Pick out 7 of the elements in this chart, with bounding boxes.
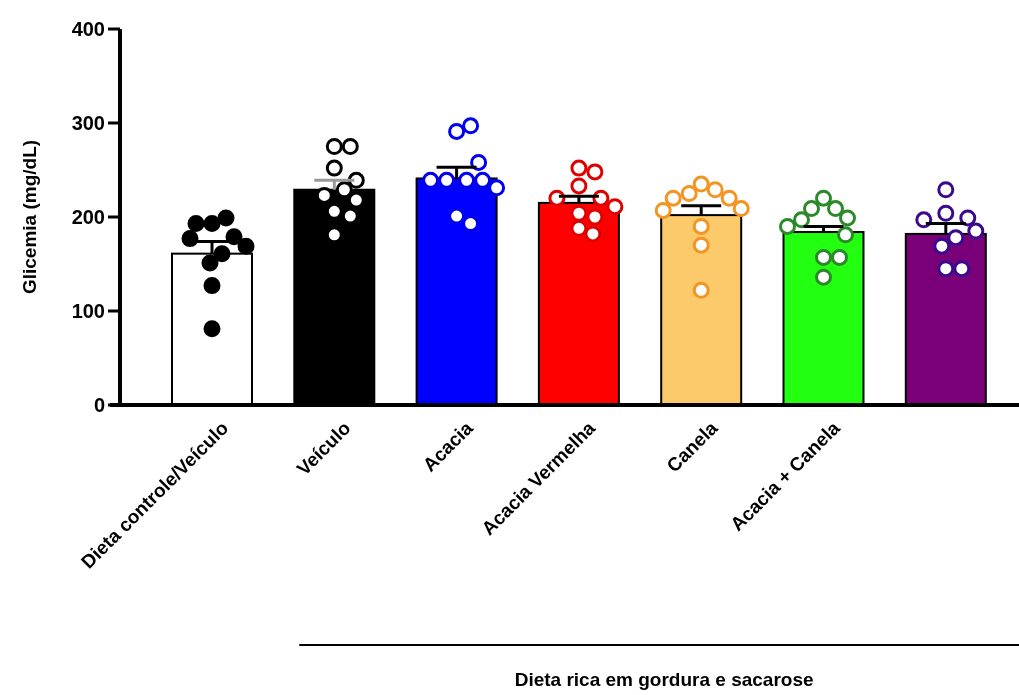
y-tick-label: 200 [71, 206, 105, 228]
y-tick-label: 400 [71, 18, 105, 40]
y-tick-label: 0 [93, 394, 105, 416]
y-tick-label: 100 [71, 300, 105, 322]
text: Dieta rica em gordura e sacarose [514, 669, 814, 690]
y-tick-label: 300 [71, 112, 105, 134]
y-axis-title: Glicemia (mg/dL) [19, 139, 40, 295]
